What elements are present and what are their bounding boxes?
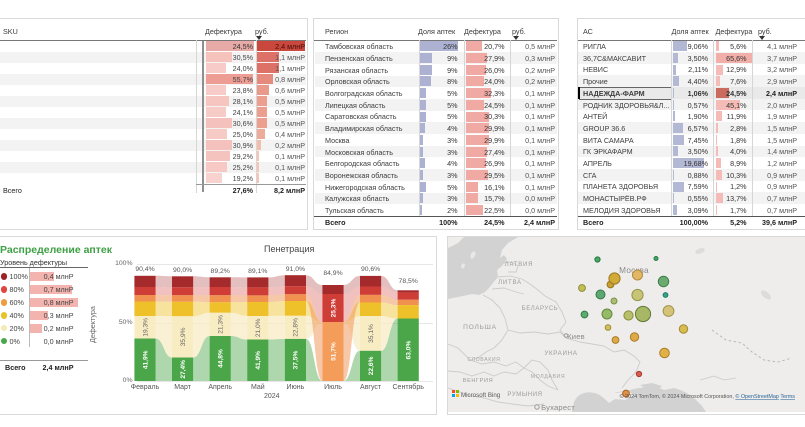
svg-text:41,9%: 41,9% — [142, 350, 149, 369]
svg-text:ЛАТВИЯ: ЛАТВИЯ — [505, 262, 534, 268]
svg-text:ПОЛЬША: ПОЛЬША — [463, 324, 497, 331]
svg-text:22,8%: 22,8% — [293, 318, 300, 337]
svg-text:ВЕНГРИЯ: ВЕНГРИЯ — [463, 378, 494, 384]
svg-text:Киев: Киев — [567, 332, 585, 341]
svg-text:ЛИТВА: ЛИТВА — [498, 280, 522, 286]
svg-text:27,4%: 27,4% — [180, 360, 187, 379]
svg-text:51,7%: 51,7% — [330, 342, 337, 361]
svg-text:Бухарест: Бухарест — [541, 403, 575, 412]
svg-text:Microsoft Bing: Microsoft Bing — [461, 392, 501, 399]
svg-text:37,5%: 37,5% — [293, 351, 300, 370]
svg-text:63,0%: 63,0% — [406, 341, 413, 360]
svg-text:21,3%: 21,3% — [218, 315, 225, 334]
svg-text:Москва: Москва — [619, 266, 649, 275]
svg-text:19,3%: 19,3% — [142, 318, 149, 337]
svg-text:© 2024 TomTom, © 2024 Microsof: © 2024 TomTom, © 2024 Microsoft Corporat… — [620, 393, 796, 400]
svg-text:УКРАИНА: УКРАИНА — [544, 350, 577, 357]
svg-text:35,9%: 35,9% — [180, 327, 187, 346]
svg-text:22,6%: 22,6% — [368, 356, 375, 375]
svg-text:25,3%: 25,3% — [330, 299, 337, 318]
svg-text:БЕЛАРУСЬ: БЕЛАРУСЬ — [522, 306, 559, 312]
svg-text:МОЛДАВИЯ: МОЛДАВИЯ — [531, 374, 565, 380]
svg-text:РУМЫНИЯ: РУМЫНИЯ — [507, 392, 542, 398]
svg-text:41,9%: 41,9% — [255, 351, 262, 370]
svg-text:21,0%: 21,0% — [255, 318, 262, 337]
svg-text:35,1%: 35,1% — [368, 324, 375, 343]
svg-text:44,8%: 44,8% — [218, 349, 225, 368]
svg-text:СЛОВАКИЯ: СЛОВАКИЯ — [467, 357, 500, 363]
